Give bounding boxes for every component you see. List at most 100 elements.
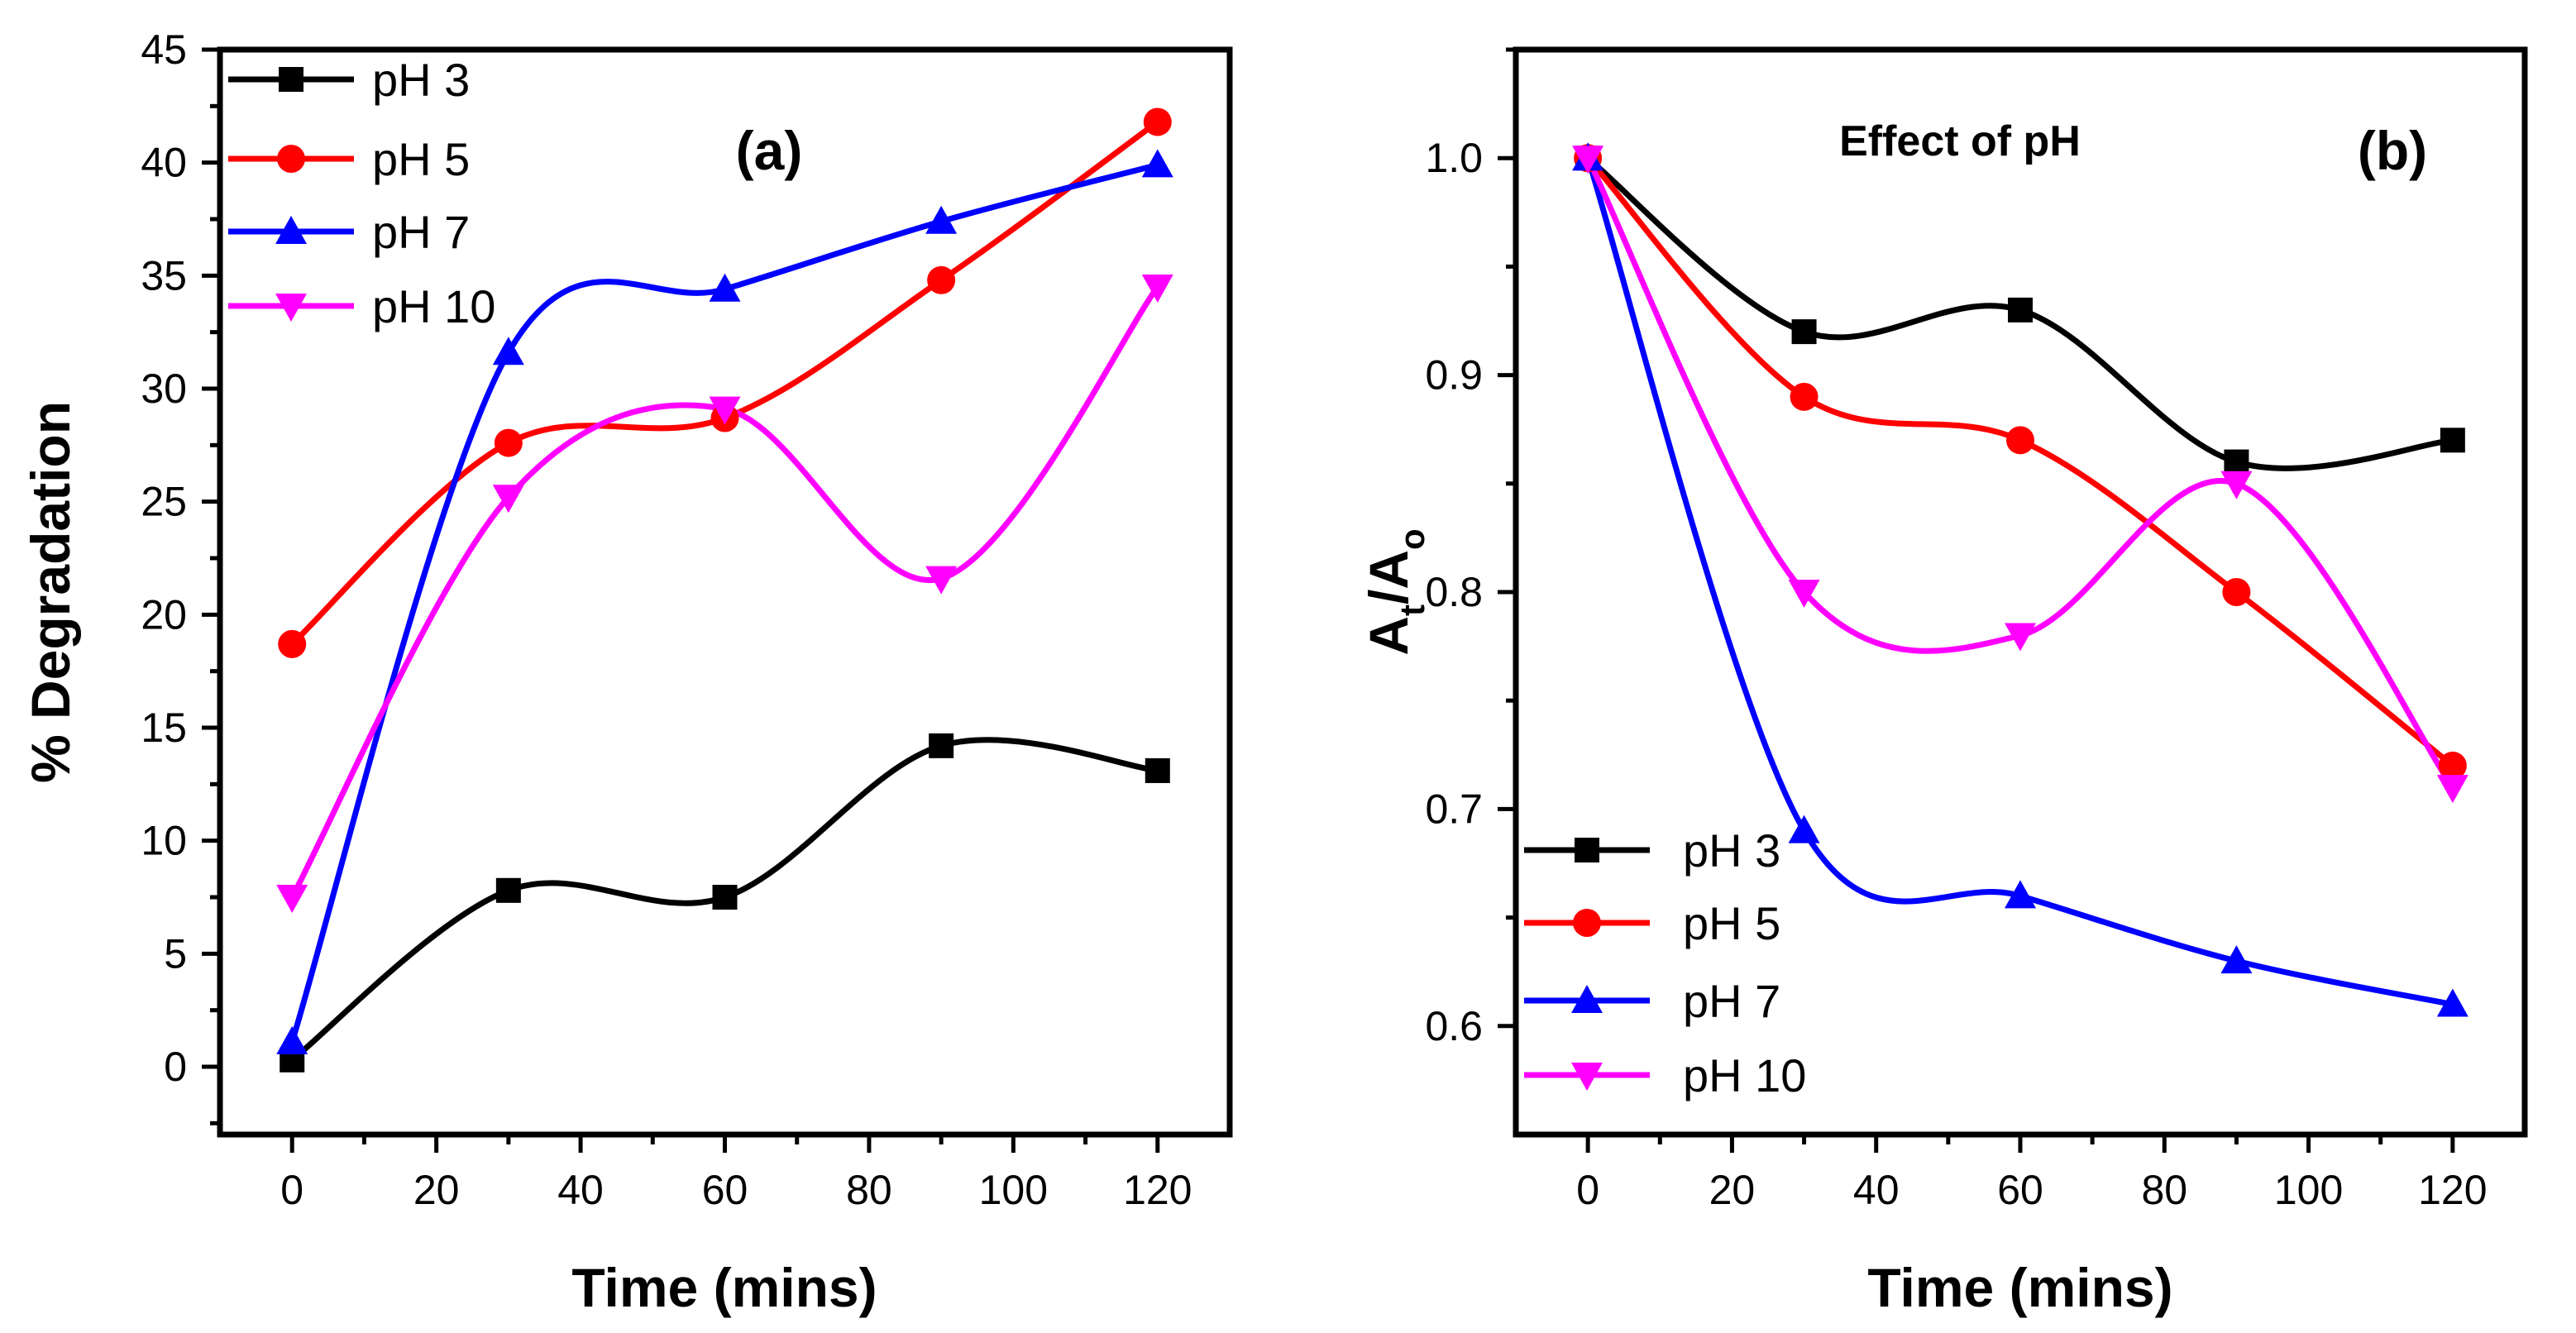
data-point-square: [1791, 319, 1817, 345]
panel-a-label: (a): [736, 120, 803, 181]
legend-entry-ph7: pH 7: [228, 206, 470, 258]
x-tick-label: 20: [1709, 1167, 1756, 1213]
data-point-triangle-down: [709, 396, 741, 425]
y-tick-label: 15: [141, 705, 187, 751]
panel-b-label: (b): [2358, 120, 2427, 181]
legend-entry-ph3: pH 3: [228, 54, 470, 106]
series-line: [1584, 155, 2456, 1008]
panel-a-legend: pH 3 pH 5 pH 7 pH 10: [228, 54, 495, 332]
y-tick-label: 0: [164, 1044, 187, 1090]
x-tick-label: 120: [2418, 1167, 2487, 1213]
panel-b-ticks: 0 20 40 60 80 100 120 0.6 0.7 0.8 0.9 1.0: [1425, 47, 2488, 1213]
data-point-circle: [1143, 108, 1172, 136]
legend-label-ph5: pH 5: [372, 133, 470, 185]
legend-label-ph5: pH 5: [1683, 897, 1780, 949]
panel-b-x-axis-title: Time (mins): [1867, 1257, 2172, 1318]
x-tick-label: 100: [2274, 1167, 2343, 1213]
data-point-triangle-down: [2220, 471, 2253, 499]
data-point-triangle-down: [2436, 775, 2468, 804]
y-title-a: A: [1358, 616, 1419, 656]
data-point-triangle-down: [925, 566, 958, 595]
data-point-circle: [927, 265, 956, 294]
y-tick-label: 40: [141, 140, 187, 186]
x-tick-label: 60: [702, 1167, 748, 1213]
y-tick-label: 25: [141, 479, 187, 525]
y-tick-label: 0.9: [1425, 352, 1483, 399]
legend-entry-ph10: pH 10: [1524, 1049, 1806, 1101]
data-point-square: [2224, 449, 2249, 475]
x-tick-label: 120: [1123, 1167, 1192, 1213]
legend-entry-ph7: pH 7: [1524, 975, 1780, 1027]
y-tick-label: 10: [141, 818, 187, 864]
panel-a-series-markers: [276, 108, 1173, 1073]
data-point-circle: [2222, 578, 2251, 606]
series-line: [1584, 155, 2456, 769]
data-point-circle: [2438, 751, 2467, 780]
x-tick-label: 60: [1997, 1167, 2043, 1213]
legend-entry-ph3: pH 3: [1524, 824, 1780, 877]
x-tick-label: 80: [2141, 1167, 2187, 1213]
legend-entry-ph10: pH 10: [228, 280, 495, 332]
series-line: [289, 284, 1161, 901]
data-point-triangle-down: [492, 485, 524, 514]
data-point-triangle-up: [276, 1025, 308, 1054]
x-tick-label: 20: [413, 1167, 460, 1213]
data-point-square: [2008, 297, 2033, 322]
data-point-square: [929, 733, 954, 758]
series-line: [1584, 155, 2456, 791]
y-tick-label: 0.8: [1425, 569, 1483, 615]
y-title-sub-t: t: [1393, 604, 1431, 616]
data-point-circle: [1790, 382, 1818, 411]
data-point-square: [2440, 428, 2465, 453]
data-point-circle: [494, 428, 523, 457]
panel-b-chart: 0 20 40 60 80 100 120 0.6 0.7 0.8 0.9 1.0 Effect of…: [1358, 46, 2528, 1318]
legend-label-ph7: pH 7: [372, 206, 470, 258]
legend-entry-ph5: pH 5: [1524, 897, 1780, 949]
legend-circle-marker: [277, 145, 305, 173]
data-point-triangle-down: [1141, 275, 1173, 303]
data-point-triangle-up: [1141, 149, 1173, 178]
panel-b-legend: pH 3 pH 5 pH 7 pH 10: [1524, 824, 1806, 1101]
data-point-triangle-down: [276, 885, 308, 913]
y-tick-label: 0.6: [1425, 1003, 1483, 1049]
legend-label-ph3: pH 3: [1683, 824, 1780, 877]
data-point-square: [712, 885, 738, 910]
legend-circle-marker: [1573, 909, 1601, 937]
y-tick-label: 5: [164, 930, 187, 977]
panel-b-y-axis-title: At/Ao: [1358, 528, 1431, 655]
y-title-sub-o: o: [1393, 528, 1431, 550]
panel-b-title: Effect of pH: [1839, 117, 2081, 165]
legend-triangle-down-marker: [275, 294, 307, 322]
data-point-triangle-up: [2436, 988, 2468, 1017]
legend-triangle-up-marker: [1571, 985, 1603, 1013]
panel-b-series-lines: [1584, 155, 2456, 1008]
panel-a-series-lines: [289, 119, 1161, 1063]
legend-label-ph3: pH 3: [372, 54, 470, 106]
data-point-triangle-up: [1788, 815, 1820, 843]
y-tick-label: 35: [141, 252, 187, 299]
y-tick-label: 30: [141, 366, 187, 412]
panel-b-series-markers: [1572, 142, 2468, 1017]
y-tick-label: 1.0: [1425, 135, 1483, 181]
x-tick-label: 0: [1576, 1167, 1599, 1213]
legend-square-marker: [279, 67, 303, 92]
legend-label-ph7: pH 7: [1683, 975, 1780, 1027]
data-point-circle: [278, 629, 307, 658]
data-point-square: [1145, 757, 1170, 783]
y-tick-label: 0.7: [1425, 786, 1483, 832]
data-point-triangle-down: [1788, 580, 1820, 608]
y-title-slash-a: /A: [1358, 550, 1419, 604]
data-point-triangle-up: [2220, 945, 2253, 974]
panel-a-x-axis-title: Time (mins): [571, 1257, 877, 1318]
data-point-triangle-down: [2005, 623, 2036, 652]
panel-b-plot-frame: [1513, 46, 2528, 1138]
data-point-triangle-up: [709, 273, 741, 302]
x-tick-label: 100: [979, 1167, 1048, 1213]
legend-label-ph10: pH 10: [1683, 1049, 1806, 1101]
y-tick-label: 20: [141, 591, 187, 638]
data-point-square: [495, 877, 521, 903]
legend-square-marker: [1575, 838, 1599, 862]
x-tick-label: 40: [557, 1167, 604, 1213]
x-tick-label: 40: [1853, 1167, 1900, 1213]
